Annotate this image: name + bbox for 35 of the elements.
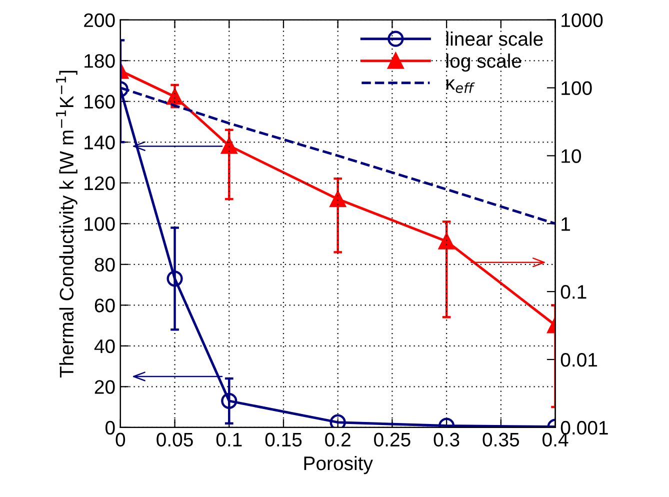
point: [166, 270, 183, 287]
x-tick-label: 0.25: [374, 432, 410, 447]
x-tick-label: 0.05: [156, 432, 193, 447]
y-tick-label: 180: [84, 54, 115, 68]
y-tick-label: 80: [94, 258, 115, 272]
point: [221, 392, 238, 409]
y-tick-label: 200: [84, 13, 115, 28]
x-tick-label: 0.1: [216, 432, 242, 447]
y2-tick-label: 0.001: [560, 420, 608, 435]
y2-tick-label: 1000: [562, 13, 603, 28]
y-tick-label: 20: [94, 380, 115, 394]
legend-label: log scale: [446, 54, 522, 72]
x-tick-label: 0.15: [265, 432, 302, 447]
x-tick-label: 0.3: [434, 432, 460, 447]
y-tick-label: 120: [84, 176, 115, 190]
y2-tick-label: 1: [562, 217, 570, 231]
point: [330, 414, 346, 428]
y2-tick-label: 10: [562, 149, 581, 163]
y-tick-label: 100: [84, 217, 115, 231]
x-tick-label: 0: [116, 432, 126, 447]
legend-label: linear scale: [446, 32, 543, 46]
x-tick-label: 0.4: [542, 432, 568, 447]
y-tick-label: 140: [84, 136, 115, 150]
y-tick-label: 40: [94, 339, 115, 354]
y-tick-label: 160: [84, 94, 115, 109]
y-tick-label: 60: [94, 298, 115, 312]
x-tick-label: 0.35: [482, 432, 520, 447]
legend-label: κ$_{eff}$: [446, 79, 475, 94]
y2-tick-label: 0.1: [560, 285, 586, 299]
x-axis-title: Porosity: [304, 456, 373, 474]
y-axis-title: Thermal Conductivity k [W m$^{−1}$K$^{−1}$]: [56, 70, 78, 378]
y2-tick-label: 100: [562, 81, 592, 96]
y-tick-label: 0: [106, 420, 115, 435]
x-tick-label: 0.2: [325, 432, 350, 447]
y2-tick-label: 0.01: [560, 352, 598, 367]
